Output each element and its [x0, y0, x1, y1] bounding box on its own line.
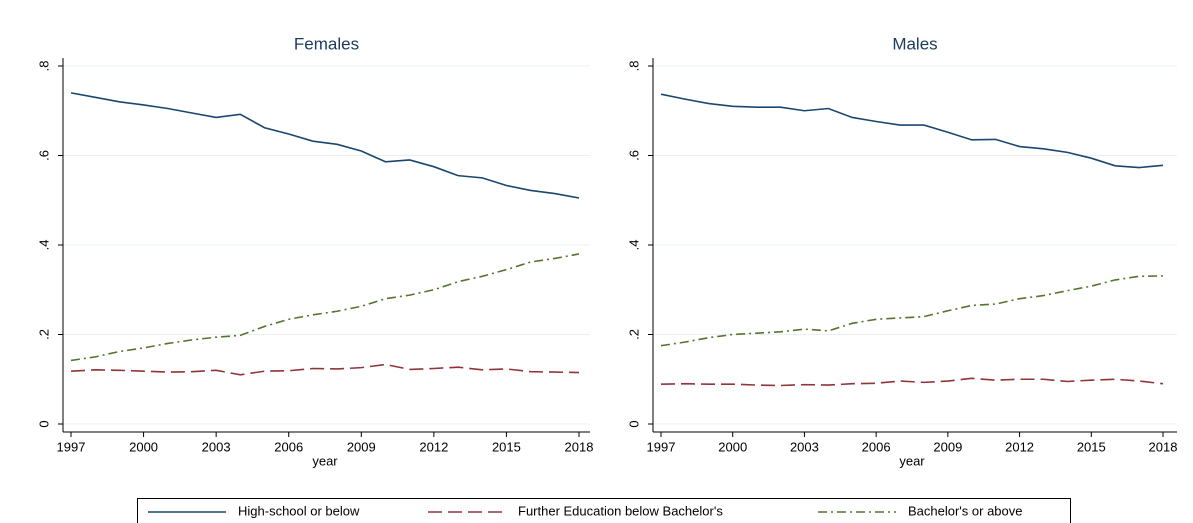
legend-label: Bachelor's or above: [908, 503, 1023, 518]
panel-title: Males: [892, 34, 937, 53]
x-tick-label: 2009: [933, 439, 962, 454]
x-tick-label: 2003: [790, 439, 819, 454]
panel-title: Females: [294, 34, 359, 53]
x-tick-label: 2003: [202, 439, 231, 454]
legend-label: Further Education below Bachelor's: [518, 503, 723, 518]
x-tick-label: 2009: [347, 439, 376, 454]
y-tick-label: .2: [36, 329, 51, 340]
series-line: [660, 377, 1164, 387]
y-tick-label: .6: [36, 150, 51, 161]
x-tick-label: 2000: [718, 439, 747, 454]
x-tick-label: 2015: [492, 439, 521, 454]
x-tick-label: 2012: [1005, 439, 1034, 454]
series-line: [660, 93, 1164, 169]
y-tick-label: 0: [36, 420, 51, 427]
x-tick-label: 2012: [419, 439, 448, 454]
y-tick-label: 0: [626, 420, 641, 427]
series-line: [70, 92, 580, 199]
x-tick-label: 1997: [647, 439, 676, 454]
x-tick-label: 2015: [1077, 439, 1106, 454]
series-line: [660, 275, 1164, 347]
x-tick-label: 2006: [274, 439, 303, 454]
x-tick-label: 2018: [1149, 439, 1178, 454]
x-tick-label: 2018: [565, 439, 594, 454]
y-tick-label: .6: [626, 150, 641, 161]
y-tick-label: .4: [626, 240, 641, 251]
y-tick-label: .8: [36, 61, 51, 72]
x-axis-label: year: [312, 453, 338, 468]
x-tick-label: 2000: [129, 439, 158, 454]
y-tick-label: .4: [36, 240, 51, 251]
series-line: [70, 363, 580, 376]
x-tick-label: 2006: [862, 439, 891, 454]
x-axis-label: year: [899, 453, 925, 468]
y-tick-label: .2: [626, 329, 641, 340]
legend-box: [137, 498, 1071, 523]
legend-label: High-school or below: [238, 503, 360, 518]
x-tick-label: 1997: [57, 439, 86, 454]
y-tick-label: .8: [626, 61, 641, 72]
